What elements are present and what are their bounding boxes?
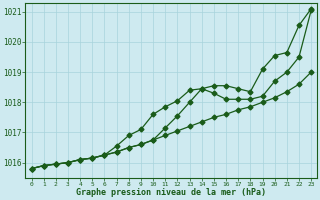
X-axis label: Graphe pression niveau de la mer (hPa): Graphe pression niveau de la mer (hPa) bbox=[76, 188, 266, 197]
